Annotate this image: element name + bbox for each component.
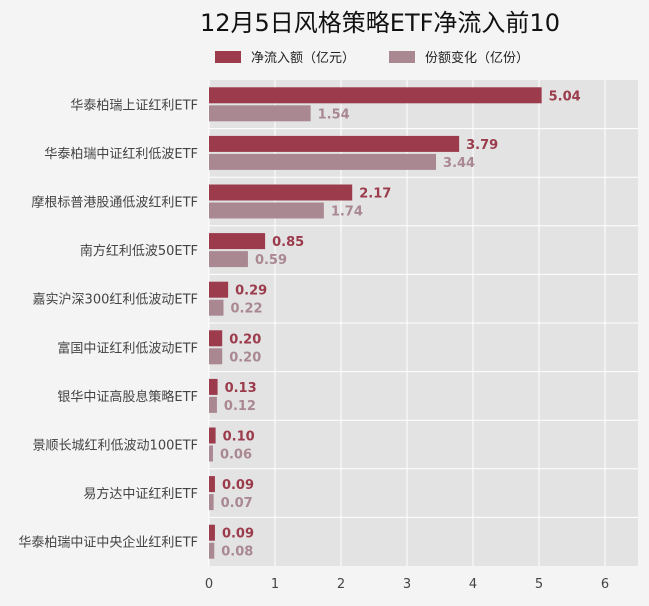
category-label: 华泰柏瑞上证红利ETF — [70, 97, 198, 113]
bar-flow — [209, 378, 218, 395]
bars: 5.04 1.54 3.79 3.44 2.17 1.74 0.85 0.59 0.29 0.22… — [209, 87, 581, 560]
x-tick-label: 2 — [337, 577, 345, 592]
legend-swatch-share — [389, 51, 415, 63]
data-label-share: 0.12 — [224, 399, 256, 414]
data-label-share: 1.54 — [318, 107, 350, 122]
data-label-share: 0.59 — [255, 253, 287, 268]
data-label-share: 0.22 — [231, 302, 263, 317]
category-label: 摩根标普港股通低波红利ETF — [31, 195, 198, 211]
data-label-flow: 0.09 — [222, 478, 254, 493]
data-label-flow: 0.20 — [229, 332, 261, 347]
data-label-flow: 2.17 — [359, 187, 391, 202]
bar-flow — [209, 87, 542, 104]
x-tick-label: 3 — [403, 577, 411, 592]
bar-flow — [209, 281, 229, 298]
category-labels: 华泰柏瑞上证红利ETF 华泰柏瑞中证红利低波ETF 摩根标普港股通低波红利ETF 南方… — [18, 97, 198, 550]
bar-flow — [209, 524, 215, 541]
legend: 净流入额（亿元） 份额变化（亿份） — [215, 50, 529, 66]
x-tick-label: 4 — [469, 577, 477, 592]
legend-swatch-flow — [215, 51, 241, 63]
x-axis-ticks: 0 1 2 3 4 5 6 — [205, 577, 609, 592]
bar-share — [209, 299, 224, 316]
data-label-share: 1.74 — [331, 205, 363, 220]
data-label-share: 0.20 — [229, 350, 261, 365]
chart-title: 12月5日风格策略ETF净流入前10 — [200, 9, 560, 37]
bar-share — [209, 445, 213, 462]
data-label-flow: 0.29 — [235, 284, 267, 299]
bar-share — [209, 202, 324, 219]
bar-flow — [209, 330, 223, 347]
bar-share — [209, 542, 215, 559]
x-tick-label: 1 — [271, 577, 279, 592]
data-label-share: 3.44 — [443, 156, 475, 171]
data-label-flow: 0.10 — [223, 430, 255, 445]
legend-label-flow: 净流入额（亿元） — [251, 51, 355, 66]
bar-flow — [209, 135, 460, 152]
data-label-flow: 0.09 — [222, 527, 254, 542]
data-label-share: 0.07 — [221, 496, 253, 511]
bar-flow — [209, 476, 215, 493]
category-label: 景顺长城红利低波动100ETF — [33, 438, 198, 454]
bar-share — [209, 153, 437, 170]
bar-share — [209, 494, 214, 511]
x-tick-label: 0 — [205, 577, 213, 592]
category-label: 华泰柏瑞中证红利低波ETF — [44, 146, 198, 162]
bar-flow — [209, 233, 266, 250]
bar-flow — [209, 427, 216, 444]
data-label-flow: 5.04 — [549, 89, 581, 104]
category-label: 富国中证红利低波动ETF — [57, 340, 198, 356]
bar-share — [209, 251, 248, 268]
legend-label-share: 份额变化（亿份） — [425, 50, 529, 66]
data-label-flow: 3.79 — [466, 138, 498, 153]
data-label-flow: 0.85 — [272, 235, 304, 250]
category-label: 银华中证高股息策略ETF — [57, 389, 198, 405]
data-label-share: 0.08 — [221, 545, 253, 560]
category-label: 易方达中证红利ETF — [83, 486, 198, 502]
data-label-flow: 0.13 — [225, 381, 257, 396]
x-tick-label: 5 — [535, 577, 543, 592]
bar-share — [209, 396, 217, 413]
category-label: 南方红利低波50ETF — [80, 243, 198, 259]
x-tick-label: 6 — [601, 577, 609, 592]
bar-flow — [209, 184, 353, 201]
category-label: 嘉实沪深300红利低波动ETF — [33, 292, 198, 308]
data-label-share: 0.06 — [220, 448, 252, 463]
bar-share — [209, 348, 223, 365]
category-label: 华泰柏瑞中证中央企业红利ETF — [18, 535, 198, 551]
bar-share — [209, 105, 311, 122]
